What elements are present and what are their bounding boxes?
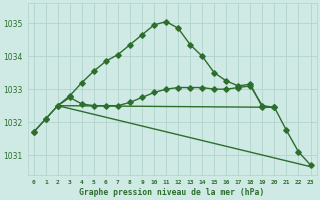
X-axis label: Graphe pression niveau de la mer (hPa): Graphe pression niveau de la mer (hPa): [79, 188, 265, 197]
